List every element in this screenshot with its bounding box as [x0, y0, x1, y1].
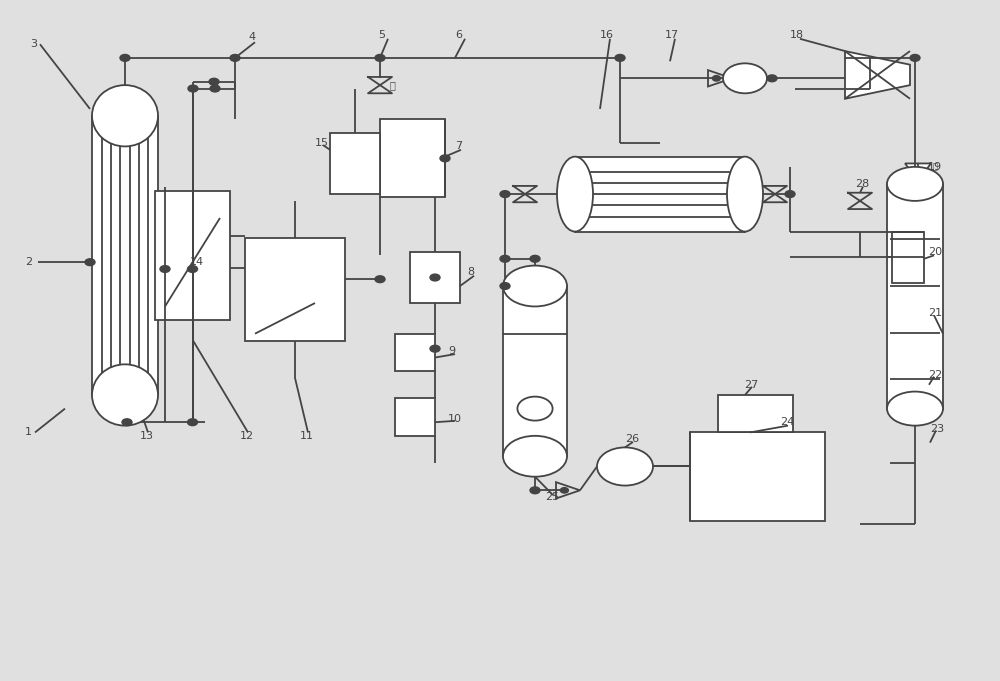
Circle shape [122, 419, 132, 426]
Text: 16: 16 [600, 31, 614, 40]
Circle shape [209, 78, 219, 85]
Circle shape [188, 85, 198, 92]
Circle shape [530, 487, 540, 494]
Text: 20: 20 [928, 247, 942, 257]
Polygon shape [905, 180, 931, 194]
Circle shape [560, 488, 568, 493]
Ellipse shape [557, 157, 593, 232]
Text: 11: 11 [300, 431, 314, 441]
Text: 24: 24 [780, 417, 794, 427]
Circle shape [500, 191, 510, 197]
Text: 23: 23 [930, 424, 944, 434]
Text: 13: 13 [140, 431, 154, 441]
Ellipse shape [92, 364, 158, 426]
Circle shape [712, 76, 720, 81]
Circle shape [910, 54, 920, 61]
Circle shape [188, 419, 198, 426]
Ellipse shape [887, 167, 943, 201]
Circle shape [723, 63, 767, 93]
Circle shape [120, 54, 130, 61]
Bar [395, 398, 435, 436]
Circle shape [430, 274, 440, 281]
Text: 18: 18 [790, 31, 804, 40]
Circle shape [517, 396, 553, 421]
Text: 膨: 膨 [933, 162, 938, 172]
Ellipse shape [503, 436, 567, 477]
Text: 5: 5 [378, 31, 385, 40]
Text: 27: 27 [744, 380, 758, 390]
Text: 6: 6 [455, 31, 462, 40]
Bar [503, 286, 567, 456]
Circle shape [597, 447, 653, 486]
Circle shape [767, 75, 777, 82]
Circle shape [530, 255, 540, 262]
Text: 17: 17 [665, 31, 679, 40]
Circle shape [160, 266, 170, 272]
Bar [245, 238, 345, 340]
Text: 22: 22 [928, 370, 942, 379]
Bar [887, 184, 943, 409]
Circle shape [85, 259, 95, 266]
Ellipse shape [503, 266, 567, 306]
Circle shape [615, 54, 625, 61]
Bar [155, 191, 230, 320]
Bar [690, 432, 825, 521]
Bar [380, 119, 445, 197]
Circle shape [375, 54, 385, 61]
Circle shape [430, 345, 440, 352]
Text: 8: 8 [467, 268, 474, 277]
Polygon shape [845, 51, 910, 99]
Text: 15: 15 [315, 138, 329, 148]
Polygon shape [905, 163, 931, 180]
Text: 10: 10 [448, 414, 462, 424]
Circle shape [188, 266, 198, 272]
Circle shape [230, 54, 240, 61]
Text: 7: 7 [455, 142, 462, 151]
Text: 1: 1 [25, 428, 32, 437]
Bar [575, 157, 745, 232]
Ellipse shape [92, 85, 158, 146]
Text: 28: 28 [855, 179, 869, 189]
Bar [395, 334, 435, 371]
Bar [92, 116, 158, 395]
Circle shape [375, 276, 385, 283]
Bar [410, 252, 460, 303]
Text: 21: 21 [928, 308, 942, 318]
Text: 19: 19 [928, 162, 942, 172]
Bar [892, 232, 924, 283]
Circle shape [500, 255, 510, 262]
Circle shape [500, 283, 510, 289]
Bar [718, 395, 793, 432]
Text: 26: 26 [625, 434, 639, 444]
Ellipse shape [727, 157, 763, 232]
Text: 4: 4 [248, 33, 255, 42]
Text: 2: 2 [25, 257, 32, 267]
Ellipse shape [887, 392, 943, 426]
Text: 25: 25 [545, 492, 559, 502]
Text: 9: 9 [448, 346, 455, 355]
Bar [330, 133, 380, 194]
Circle shape [210, 85, 220, 92]
Text: 水: 水 [390, 80, 396, 90]
Circle shape [440, 155, 450, 161]
Text: 14: 14 [190, 257, 204, 267]
Text: 12: 12 [240, 431, 254, 441]
Circle shape [785, 191, 795, 197]
Text: 3: 3 [30, 39, 37, 49]
